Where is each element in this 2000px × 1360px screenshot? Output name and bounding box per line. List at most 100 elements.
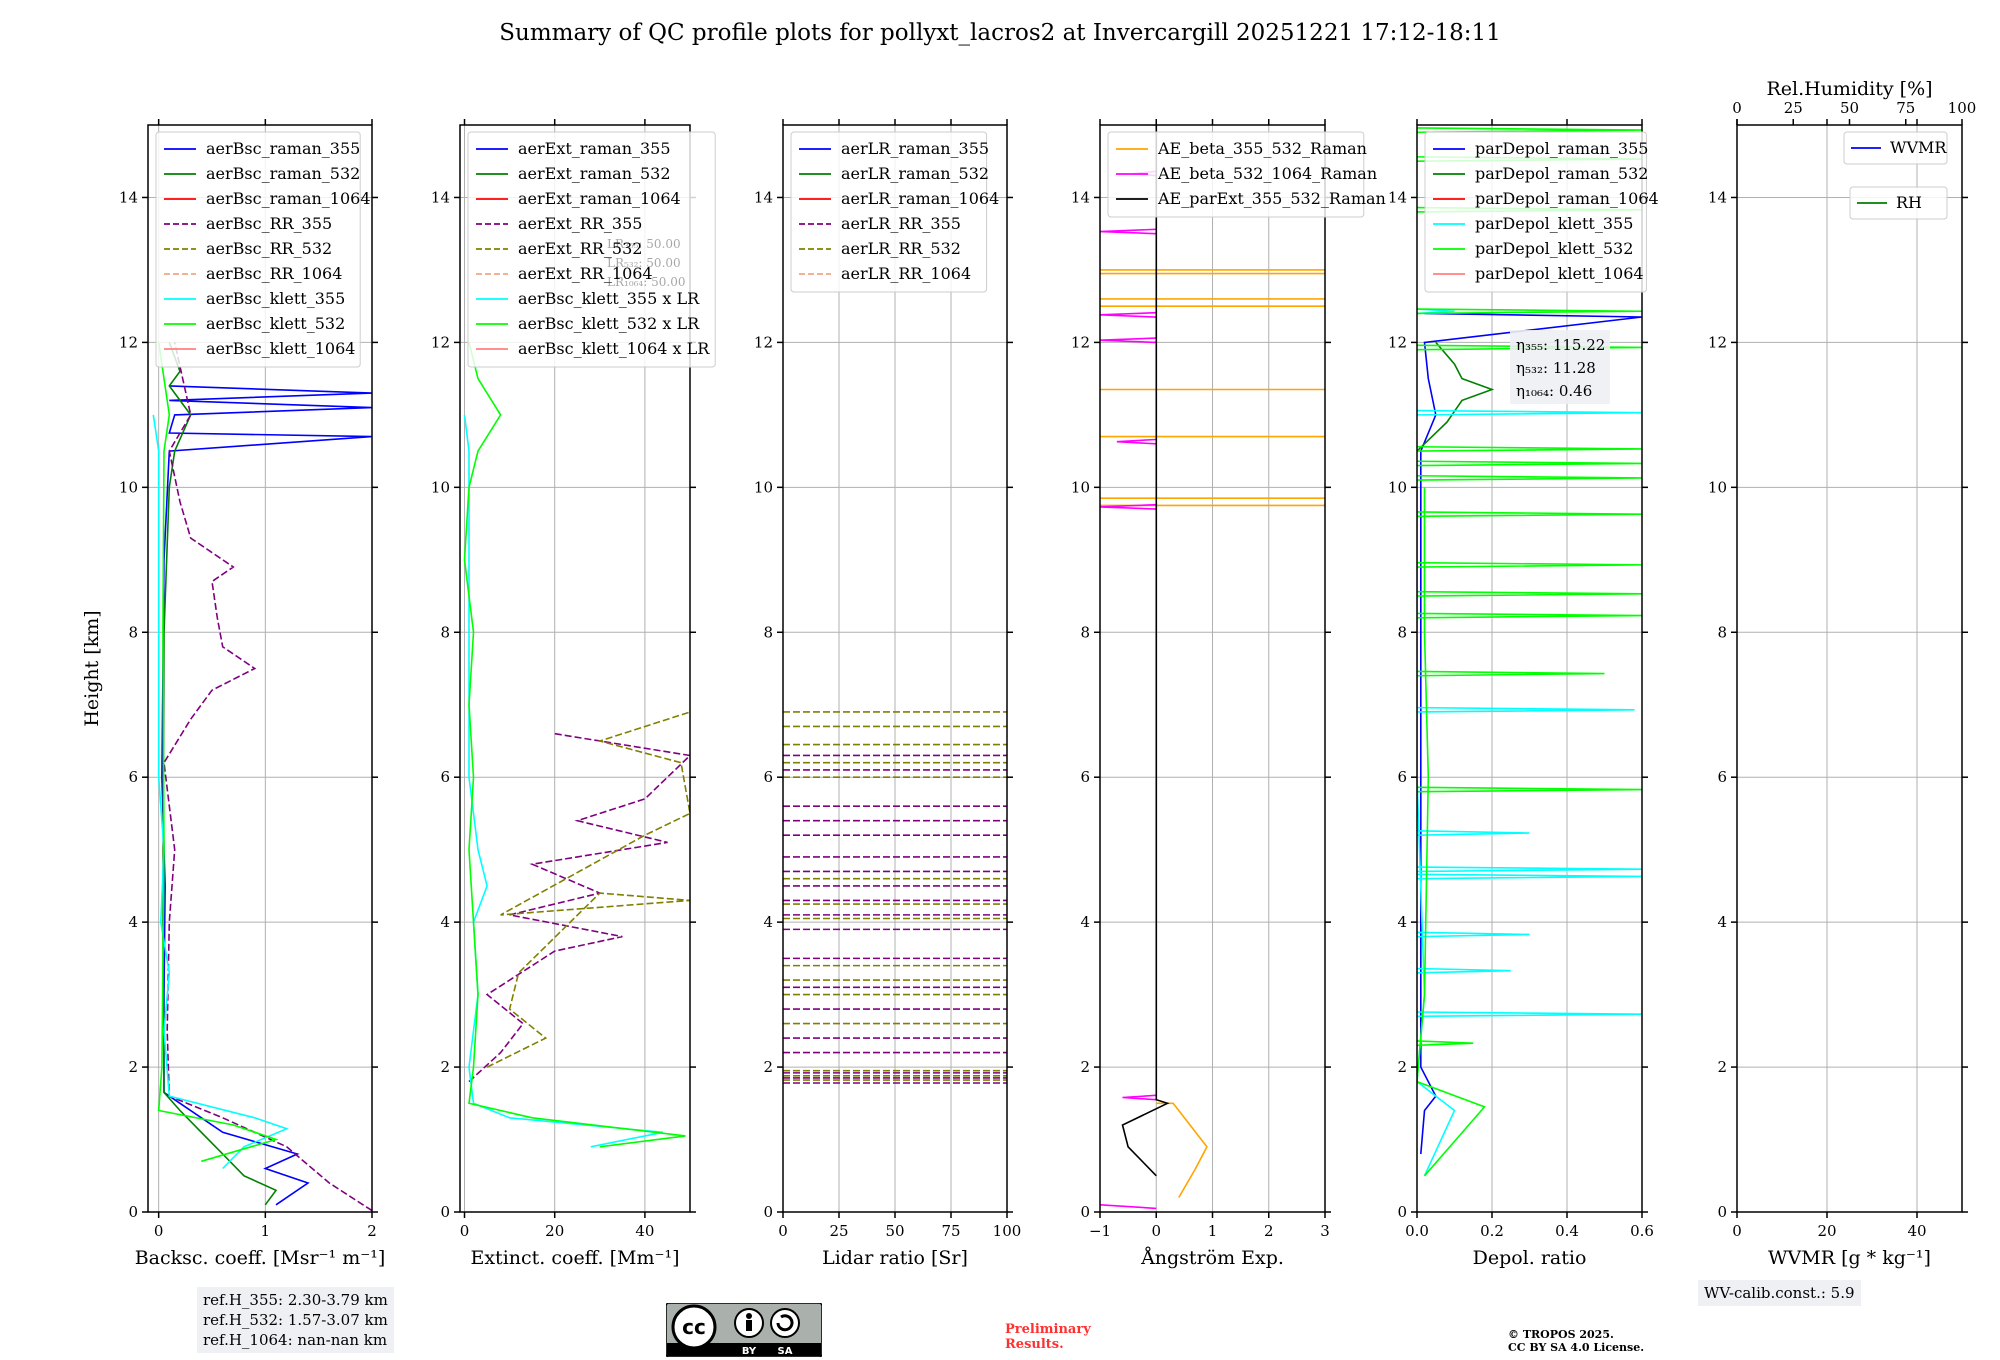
legend-box <box>155 131 361 368</box>
x-axis-label: Extinct. coeff. [Mm⁻¹] <box>470 1247 679 1269</box>
legend-box <box>1843 131 1948 165</box>
legend-label-pardepol-raman-355: parDepol_raman_355 <box>1475 139 1648 158</box>
legend-label-aerbsc-raman-1064: aerBsc_raman_1064 <box>206 189 371 208</box>
legend-box <box>1849 186 1948 220</box>
series-spike-ae-beta-532-1064-raman <box>1100 228 1157 235</box>
x-axis-label: Ångström Exp. <box>1140 1247 1284 1269</box>
series-line-pardepol-raman-355 <box>1420 312 1642 1155</box>
series-line-ae-beta-355-532-raman <box>1156 1102 1208 1198</box>
series-spike-pardepol-klett-532 <box>1417 786 1642 793</box>
axes-frame <box>1736 124 1963 1213</box>
y-tick-label: 2 <box>1080 1058 1090 1076</box>
series-spike-pardepol-klett-532 <box>1417 308 1642 315</box>
x-tick-label: 1 <box>1208 1222 1218 1240</box>
wv-calibration-box: WV-calib.const.: 5.9 <box>1698 1280 1861 1306</box>
legend-label-aerlr-raman-355: aerLR_raman_355 <box>841 139 989 158</box>
y-tick-label: 14 <box>754 188 773 206</box>
cc-license-badge: cc BY SA <box>666 1303 822 1357</box>
legend-label-ae-parext-355-532-raman: AE_parExt_355_532_Raman <box>1157 189 1386 208</box>
y-tick-label: 4 <box>1717 913 1727 931</box>
x-tick-label: 0.0 <box>1405 1222 1429 1240</box>
legend-label-aerbsc-raman-532: aerBsc_raman_532 <box>206 164 360 183</box>
eta-box-bg <box>1510 330 1610 404</box>
plot-area <box>783 711 1007 1084</box>
by-label: BY <box>742 1346 757 1357</box>
legend-label-aerlr-rr-355: aerLR_RR_355 <box>841 214 961 233</box>
legend-label-wvmr: WVMR <box>1890 138 1947 157</box>
ref-height-355: ref.H_355: 2.30-3.79 km <box>203 1291 388 1309</box>
legend-label-aerbsc-klett-532: aerBsc_klett_532 <box>206 314 345 333</box>
y-tick-label: 8 <box>440 623 450 641</box>
figure-title: Summary of QC profile plots for pollyxt_… <box>499 20 1501 46</box>
series-line-aerext-rr-532 <box>486 711 690 1068</box>
y-tick-label: 8 <box>1717 623 1727 641</box>
y-tick-label: 12 <box>1071 333 1090 351</box>
legend-label-aerbsc-klett-355: aerBsc_klett_355 <box>206 289 345 308</box>
x-tick-label: −1 <box>1089 1222 1111 1240</box>
series-spike-pardepol-klett-532 <box>1417 445 1642 452</box>
x-tick-label: 0 <box>1732 1222 1742 1240</box>
top-tick-label: 0 <box>1732 99 1742 117</box>
series-spike-pardepol-klett-355 <box>1417 409 1642 416</box>
series-spike-ae-beta-532-1064-raman <box>1122 1094 1157 1101</box>
legend-label-pardepol-klett-532: parDepol_klett_532 <box>1475 239 1633 258</box>
series-spike-pardepol-klett-532 <box>1417 511 1642 518</box>
legend-box <box>1107 131 1365 218</box>
panel-depol: 0.0 0.2 0.4 0.6 0 2 4 6 8 10 12 14 Depol. ratio parDe… <box>1388 119 1659 1269</box>
y-tick-label: 2 <box>1717 1058 1727 1076</box>
legend-label-aerext-raman-532: aerExt_raman_532 <box>518 164 671 183</box>
series-line-aerbsc-raman-355 <box>161 385 372 1206</box>
y-tick-label: 14 <box>1071 188 1090 206</box>
legend: aerLR_raman_355 aerLR_raman_532 aerLR_rama… <box>790 131 999 293</box>
y-tick-label: 2 <box>128 1058 138 1076</box>
x-tick-label: 0 <box>154 1222 164 1240</box>
sa-label: SA <box>778 1346 793 1357</box>
x-axis-label: Backsc. coeff. [Msr⁻¹ m⁻¹] <box>135 1247 386 1269</box>
y-tick-label: 10 <box>1708 478 1727 496</box>
copyright-line-2: CC BY SA 4.0 License. <box>1508 1341 1645 1354</box>
series-spike-pardepol-klett-355 <box>1417 931 1530 938</box>
y-tick-label: 8 <box>1080 623 1090 641</box>
wv-calibration-constant: WV-calib.const.: 5.9 <box>1704 1284 1855 1302</box>
y-tick-label: 10 <box>1071 478 1090 496</box>
panel-extinction: 0 20 40 0 2 4 6 8 10 12 14 Extinct. coeff. [Mm⁻¹] ae… <box>431 119 716 1269</box>
x-tick-label: 40 <box>1907 1222 1926 1240</box>
legend-label-aerext-rr-355: aerExt_RR_355 <box>518 214 642 233</box>
x-axis-label: Lidar ratio [Sr] <box>822 1247 968 1269</box>
axes-frame <box>459 124 691 1213</box>
x-tick-label: 20 <box>545 1222 564 1240</box>
legend-label-aerlr-raman-1064: aerLR_raman_1064 <box>841 189 999 208</box>
series-line-aerext-rr-355 <box>468 732 690 1083</box>
x-tick-label: 0 <box>1151 1222 1161 1240</box>
y-tick-label: 6 <box>763 768 773 786</box>
x-tick-label: 1 <box>261 1222 271 1240</box>
preliminary-results-note: Preliminary Results. <box>1005 1322 1091 1352</box>
series-line-aerbsc-raman-532 <box>162 342 278 1206</box>
series-spike-ae-beta-532-1064-raman <box>1100 311 1157 318</box>
legend: parDepol_raman_355 parDepol_raman_532 parD… <box>1424 131 1659 293</box>
y-tick-label: 12 <box>119 333 138 351</box>
y-tick-label: 10 <box>754 478 773 496</box>
eta-value-0: η₃₅₅: 115.22 <box>1516 336 1605 354</box>
axes-frame <box>1416 124 1643 1213</box>
x-tick-label: 3 <box>1320 1222 1330 1240</box>
preliminary-line-2: Results. <box>1005 1337 1064 1352</box>
lr-fixed-value-1: LR₅₃₂: 50.00 <box>607 256 681 270</box>
y-tick-label: 0 <box>763 1203 773 1221</box>
legend: WVMR RH <box>1843 131 1948 220</box>
y-tick-label: 0 <box>440 1203 450 1221</box>
series-line-pardepol-raman-532 <box>1417 341 1495 452</box>
y-tick-label: 4 <box>128 913 138 931</box>
lr-fixed-value-0: LR₃₅₅: 50.00 <box>607 237 681 251</box>
top-tick-label: 25 <box>1784 99 1803 117</box>
plot-area <box>152 342 372 1212</box>
x-axis-label: Depol. ratio <box>1473 1247 1587 1269</box>
legend-label-pardepol-klett-1064: parDepol_klett_1064 <box>1475 264 1644 283</box>
top-tick-label: 100 <box>1948 99 1977 117</box>
eta-value-2: η₁₀₆₄: 0.46 <box>1516 382 1592 400</box>
series-line-pardepol-klett-532 <box>1417 487 1486 1177</box>
x-tick-label: 25 <box>829 1222 848 1240</box>
series-line-aerbsc-rr-355 <box>163 342 372 1212</box>
